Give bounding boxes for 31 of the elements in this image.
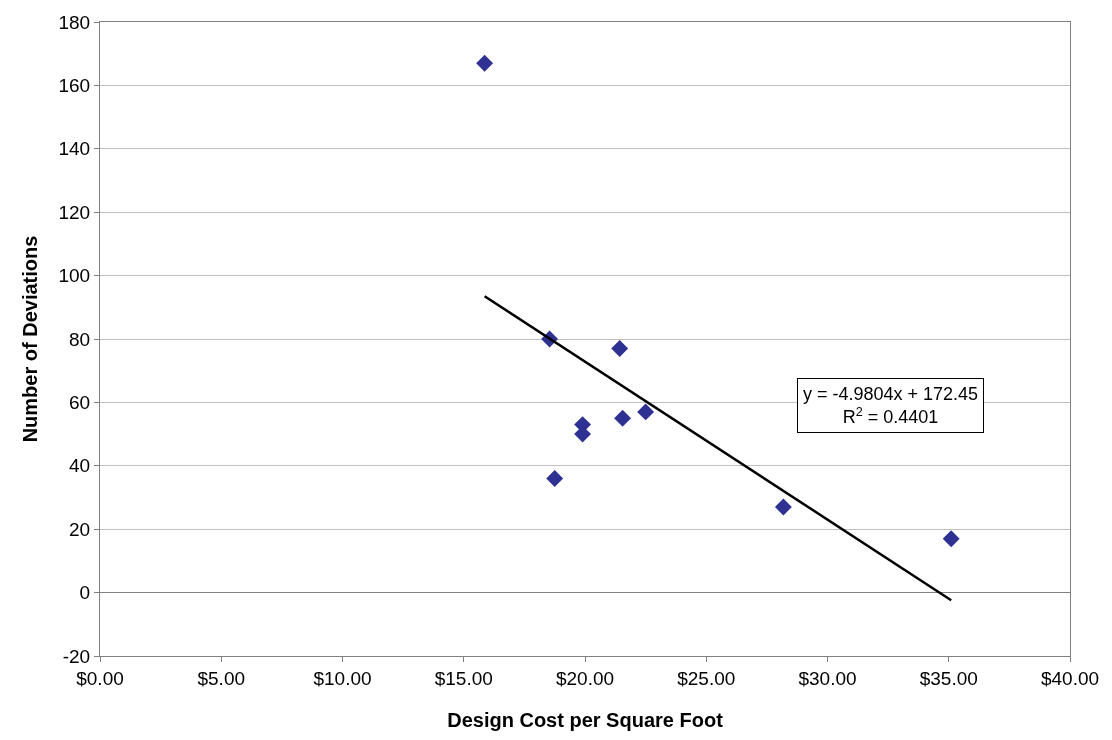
x-tick-label: $15.00 [434, 667, 493, 689]
y-tick-label: 40 [69, 455, 91, 477]
x-tick-label: $10.00 [313, 667, 372, 689]
point [546, 470, 564, 487]
y-axis-title: Number of Deviations [19, 235, 41, 443]
y-tick-label: 180 [58, 11, 91, 33]
x-tick-label: $0.00 [76, 667, 124, 689]
point [637, 403, 655, 421]
point [476, 54, 494, 72]
x-tick-label: $20.00 [555, 667, 615, 689]
x-axis-title: Design Cost per Square Foot [447, 709, 724, 732]
y-tick-label: 120 [58, 201, 91, 223]
y-tick-label: -20 [62, 645, 91, 667]
x-tick-label: $30.00 [798, 667, 857, 689]
y-tick-label: 0 [79, 582, 91, 604]
y-tick-label: 20 [69, 518, 91, 540]
y-tick-label: 60 [69, 392, 91, 414]
x-tick-label: $40.00 [1040, 667, 1100, 689]
y-tick-label: 140 [58, 138, 91, 160]
x-tick-label: $25.00 [677, 667, 736, 689]
x-tick-label: $35.00 [919, 667, 978, 689]
point [614, 409, 632, 427]
point [774, 498, 792, 516]
annotation: R$^{2}$ = 0.4401 [842, 404, 939, 428]
y-tick-label: 80 [69, 328, 91, 350]
x-tick-label: $5.00 [197, 667, 246, 689]
y-tick-label: 100 [58, 265, 91, 287]
point [942, 530, 960, 548]
y-tick-label: 160 [58, 75, 91, 97]
annotation: y = -4.9804x + 172.45 [803, 384, 979, 404]
point [611, 340, 629, 357]
